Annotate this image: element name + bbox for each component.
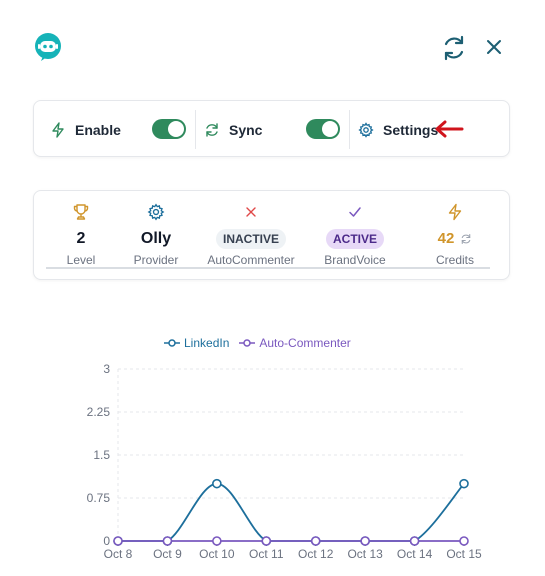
x-tick-label: Oct 15: [446, 547, 482, 561]
enable-label: Enable: [75, 121, 121, 138]
toggle-knob: [168, 121, 184, 137]
data-point-linkedin: [212, 478, 222, 489]
autocommenter-status-badge: INACTIVE: [215, 229, 286, 249]
legend-linkedin-marker: [164, 339, 180, 347]
series-line-linkedin: [117, 482, 465, 542]
brandvoice-status-cell: ACTIVE: [305, 229, 405, 249]
credits-row: 42: [405, 229, 505, 249]
lightning-icon: [52, 121, 64, 138]
settings-label: Settings: [383, 121, 439, 138]
lightning-icon: [448, 203, 462, 221]
legend-autocommenter-marker: [239, 339, 256, 347]
sync-control: Sync: [204, 101, 262, 158]
stats-card: 2 Level Olly Provider INACTIVE AutoComme…: [33, 190, 510, 280]
x-tick-label: Oct 12: [298, 547, 334, 561]
x-tick-label: Oct 13: [347, 547, 383, 561]
x-icon: [246, 207, 256, 217]
data-point-linkedin: [459, 478, 469, 489]
data-point-autocommenter: [162, 536, 173, 546]
legend-linkedin-label: LinkedIn: [184, 336, 230, 350]
level-value: 2: [76, 230, 86, 247]
check-icon: [349, 207, 361, 217]
gear-icon: [147, 203, 165, 221]
sync-toggle[interactable]: [306, 119, 340, 139]
y-tick-label: 2.25: [87, 405, 111, 419]
data-point-autocommenter: [459, 536, 469, 546]
y-tick-label: 3: [103, 362, 110, 376]
provider-label: Provider: [133, 253, 179, 267]
credits-value: 42: [437, 230, 455, 247]
divider: [349, 110, 350, 149]
stats-divider: [46, 267, 490, 269]
x-tick-label: Oct 10: [199, 547, 235, 561]
credits-label: Credits: [435, 253, 474, 267]
brandvoice-label: BrandVoice: [324, 253, 386, 267]
autocommenter-label: AutoCommenter: [207, 253, 295, 267]
controls-card: Enable Sync Settings: [33, 100, 510, 157]
enable-toggle[interactable]: [152, 119, 186, 139]
data-point-autocommenter: [113, 536, 123, 546]
level-label: Level: [66, 253, 96, 267]
y-tick-label: 0.75: [87, 491, 111, 505]
sync-label: Sync: [229, 121, 263, 138]
data-point-autocommenter: [310, 536, 321, 546]
data-point-autocommenter: [409, 536, 420, 546]
gear-icon: [358, 121, 374, 138]
stat-credits: 42 Credits: [405, 203, 505, 267]
stat-brandvoice: ACTIVE BrandVoice: [305, 203, 405, 267]
enable-control: Enable: [50, 101, 121, 158]
settings-button[interactable]: Settings: [358, 101, 438, 158]
x-tick-label: Oct 11: [249, 547, 284, 561]
data-point-autocommenter: [261, 536, 272, 546]
legend-linkedin[interactable]: LinkedIn: [164, 336, 229, 350]
x-tick-label: Oct 14: [397, 547, 433, 561]
data-point-autocommenter: [212, 536, 222, 546]
legend-autocommenter-label: Auto-Commenter: [259, 336, 351, 350]
brandvoice-status-badge: ACTIVE: [325, 229, 384, 249]
robot-face-icon[interactable]: [33, 32, 63, 62]
autocommenter-status-cell: INACTIVE: [201, 229, 301, 249]
provider-value: Olly: [140, 230, 172, 247]
header-bar: [0, 0, 545, 95]
x-tick-label: Oct 8: [104, 547, 133, 561]
close-icon[interactable]: [483, 36, 505, 58]
stat-level: 2 Level: [31, 203, 131, 267]
arrow-pointer-icon: [435, 120, 464, 138]
chart-legend: LinkedIn Auto-Commenter: [164, 336, 361, 350]
y-tick-label: 0: [103, 534, 110, 548]
y-tick-label: 1.5: [93, 448, 110, 462]
x-tick-label: Oct 9: [153, 547, 182, 561]
trophy-icon: [73, 204, 89, 220]
divider: [195, 110, 196, 149]
refresh-icon[interactable]: [460, 233, 472, 245]
refresh-icon: [206, 122, 218, 137]
data-point-autocommenter: [360, 536, 370, 546]
toggle-knob: [322, 121, 338, 137]
refresh-icon[interactable]: [440, 34, 468, 62]
stat-autocommenter: INACTIVE AutoCommenter: [201, 203, 301, 267]
legend-autocommenter[interactable]: Auto-Commenter: [239, 336, 351, 350]
stat-provider: Olly Provider: [106, 203, 206, 267]
activity-line-chart: 0 0.75 1.5 2.25 3 Oct 8 Oct 9 Oct 10 Oct 11 Oct 1…: [87, 362, 482, 561]
